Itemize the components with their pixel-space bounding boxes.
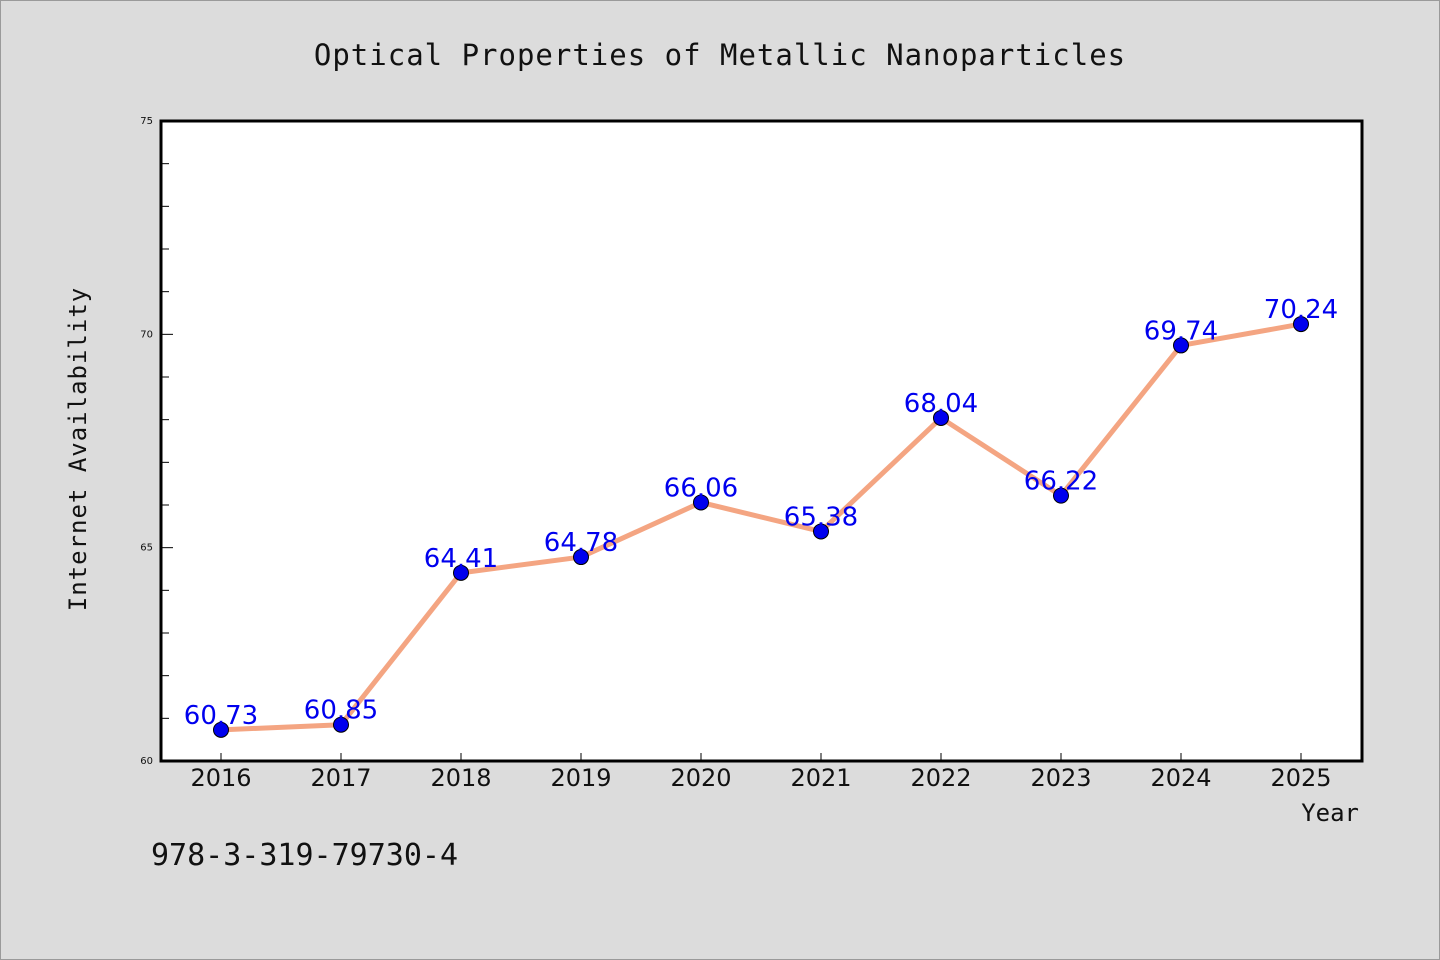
x-tick-label: 2017: [310, 764, 371, 792]
data-point: [213, 721, 229, 738]
y-tick-label: 70: [140, 329, 153, 340]
x-tick-label: 2024: [1150, 764, 1211, 792]
data-point: [813, 523, 829, 540]
x-tick-label: 2019: [550, 764, 611, 792]
data-point: [1173, 337, 1189, 354]
data-point: [1293, 316, 1309, 333]
x-tick-label: 2020: [670, 764, 731, 792]
series-line: [218, 321, 1304, 733]
data-point: [573, 549, 589, 566]
x-tick-label: 2025: [1270, 764, 1331, 792]
data-point: [453, 564, 469, 581]
x-tick-label: 2023: [1030, 764, 1091, 792]
x-tick-label: 2016: [190, 764, 251, 792]
x-tick-label: 2021: [790, 764, 851, 792]
y-tick-label: 60: [140, 756, 153, 767]
y-tick-label: 65: [140, 543, 153, 554]
data-label: 70.24: [1264, 295, 1338, 325]
data-point: [933, 409, 949, 426]
data-label: 69.74: [1144, 316, 1218, 346]
data-label: 66.22: [1024, 467, 1098, 497]
data-label: 66.06: [664, 473, 738, 503]
data-point: [1053, 487, 1069, 504]
data-label: 64.41: [424, 544, 498, 574]
x-axis: 2016 2017 2018 2019 2020 2021 2022 2023 2024 2025: [190, 753, 1332, 792]
x-axis-label: Year: [1301, 799, 1359, 827]
chart-title: Optical Properties of Metallic Nanoparti…: [314, 38, 1126, 72]
x-tick-label: 2018: [430, 764, 491, 792]
data-labels: 60.73 60.85 64.41 64.78 66.06 65.38 68.04 66.22…: [184, 295, 1338, 731]
plot-frame: [159, 119, 1364, 763]
data-point: [333, 716, 349, 733]
data-label: 65.38: [784, 502, 858, 532]
data-label: 68.04: [904, 389, 978, 419]
y-axis-label: Internet Availability: [64, 287, 92, 611]
plot-area: [161, 121, 1362, 761]
data-point: [693, 494, 709, 511]
x-tick-label: 2022: [910, 764, 971, 792]
footer-text: 978-3-319-79730-4: [151, 838, 458, 873]
data-markers: [213, 316, 1309, 738]
data-label: 60.73: [184, 701, 258, 731]
y-tick-label: 75: [140, 116, 153, 127]
data-label: 64.78: [544, 528, 618, 558]
data-label: 60.85: [304, 696, 378, 726]
